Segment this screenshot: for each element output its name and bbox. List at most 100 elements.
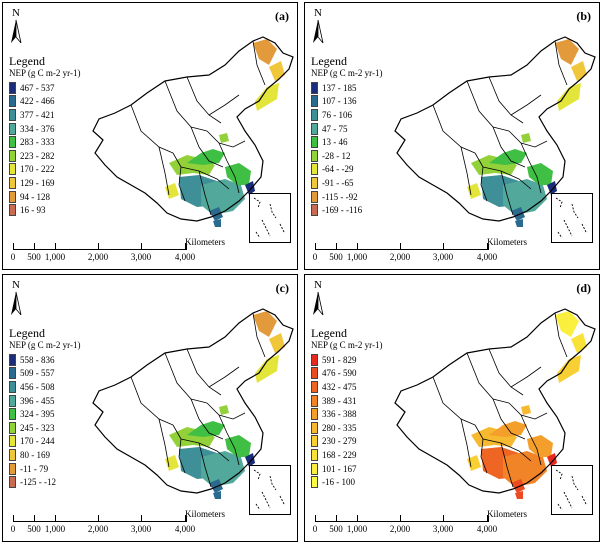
legend-range: -91 - -65 (322, 177, 354, 188)
province-border (520, 142, 542, 194)
province-border (206, 402, 246, 420)
province-border (500, 170, 514, 216)
province-border (508, 402, 548, 420)
nep-region (225, 435, 251, 457)
legend-range: 168 - 229 (322, 449, 357, 460)
scale-label: 1,000 (346, 252, 368, 262)
legend-swatch (311, 421, 318, 434)
scale-label: 3,000 (432, 252, 454, 262)
legend-range: 467 - 537 (20, 82, 55, 93)
country-outline (394, 36, 596, 222)
scale-tick (13, 243, 14, 249)
province-border (500, 442, 514, 488)
scale-label: 1,000 (44, 524, 66, 534)
province-border (164, 352, 208, 404)
nep-region (165, 183, 179, 199)
legend-row: 101 - 167 (311, 462, 382, 476)
legend-range: 16 - 93 (20, 205, 46, 216)
province-border (172, 424, 186, 474)
legend-swatch (9, 149, 16, 162)
scale-label: 500 (329, 252, 343, 262)
china-map (92, 308, 294, 499)
legend-range: 377 - 421 (20, 109, 55, 120)
scale-tick (443, 515, 444, 521)
legend-range: -64 - -29 (322, 164, 354, 175)
inset-map (253, 469, 285, 511)
province-border (206, 130, 246, 148)
province-border (130, 104, 174, 154)
legend-row: 223 - 282 (9, 149, 80, 163)
north-label: N (314, 279, 322, 291)
legend-row: 467 - 537 (9, 81, 80, 95)
legend-swatch (311, 476, 318, 489)
legend-row: 137 - 185 (311, 81, 382, 95)
province-border (218, 142, 240, 194)
legend-row: 170 - 244 (9, 435, 80, 449)
legend-swatch (9, 136, 16, 149)
scale-label: 500 (329, 524, 343, 534)
legend-swatch (311, 95, 318, 108)
legend-swatch (311, 81, 318, 94)
province-border (186, 348, 222, 396)
scale-bar: 0 500 1,000 2,000 3,000 4,000 Kilometers (9, 237, 229, 265)
scale-bar-line (13, 517, 187, 522)
nep-region (521, 133, 531, 143)
north-arrow-icon (11, 291, 22, 316)
legend-title: Legend (9, 326, 45, 340)
legend-range: 129 - 169 (20, 177, 55, 188)
legend-swatch (311, 394, 318, 407)
legend-range: 476 - 590 (322, 368, 357, 379)
scale-label: 2,000 (389, 524, 411, 534)
province-border (474, 152, 488, 202)
scale-label: 2,000 (87, 252, 109, 262)
province-border (252, 312, 266, 358)
scale-bar: 0 500 1,000 2,000 3,000 4,000 Kilometers (311, 237, 531, 265)
legend-range: 283 - 333 (20, 137, 55, 148)
province-border (460, 418, 472, 468)
scale-tick (141, 515, 142, 521)
china-map (394, 36, 596, 227)
nep-region (515, 219, 523, 227)
scale-tick (98, 243, 99, 249)
inset-map (555, 469, 587, 511)
legend-row: 422 - 466 (9, 95, 80, 109)
north-arrow-icon (313, 19, 324, 44)
nep-region (547, 181, 557, 195)
scale-tick (34, 243, 35, 249)
legend-row: 129 - 169 (9, 176, 80, 190)
scale-label: 3,000 (130, 252, 152, 262)
legend-title: Legend (9, 54, 45, 68)
legend-row: 456 - 508 (9, 380, 80, 394)
province-border (164, 80, 208, 132)
legend-range: 334 - 376 (20, 123, 55, 134)
scale-tick (487, 243, 488, 249)
north-arrow-icon (11, 19, 22, 44)
scale-label: 4,000 (476, 524, 498, 534)
nep-region (527, 435, 553, 457)
scale-tick (400, 515, 401, 521)
map-panel-d: N (d) Legend NEP (g C m-2 yr-1) 591 - 829 476… (304, 274, 600, 542)
province-border (208, 94, 240, 116)
scale-unit: Kilometers (487, 509, 527, 519)
legend-range: 509 - 557 (20, 368, 55, 379)
nep-region (253, 311, 277, 337)
nep-region (547, 453, 557, 467)
nep-region (527, 163, 553, 185)
nep-region (213, 491, 221, 499)
nep-region (555, 39, 579, 65)
legend-swatch (311, 108, 318, 121)
scale-label: 0 (312, 252, 318, 262)
legend-unit: NEP (g C m-2 yr-1) (311, 340, 383, 350)
legend-row: 509 - 557 (9, 367, 80, 381)
legend-swatch (9, 204, 16, 217)
nep-region (503, 451, 547, 487)
province-border (190, 126, 224, 168)
legend-row: -64 - -29 (311, 163, 382, 177)
province-border (554, 312, 568, 358)
scale-tick (13, 515, 14, 521)
legend-row: -91 - -65 (311, 176, 382, 190)
scale-tick (336, 515, 337, 521)
south-china-sea-inset (249, 465, 291, 515)
legend-range: -28 - 12 (322, 150, 351, 161)
north-arrow: N (9, 7, 23, 45)
